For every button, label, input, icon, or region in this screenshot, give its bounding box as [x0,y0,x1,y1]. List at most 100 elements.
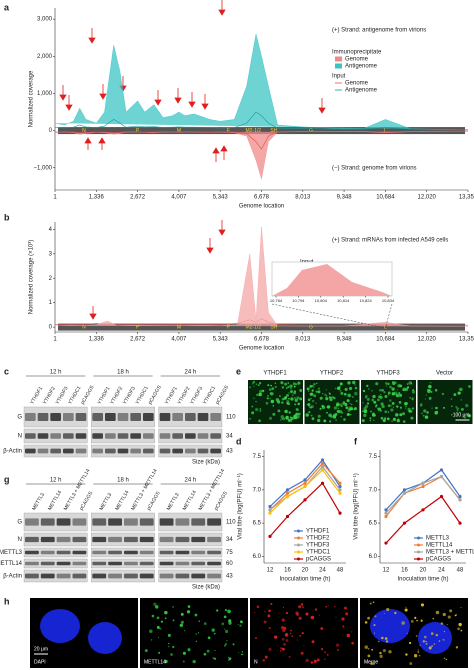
titre-point [439,494,444,499]
y-tick-label: 3,000 [37,17,53,23]
cell-signal [248,386,252,389]
x-tick-label: 8,013 [295,337,311,343]
cell-signal [349,402,351,405]
cell-signal [326,653,329,656]
blot-band [72,561,87,566]
blot-band [105,448,116,454]
cell-signal [369,417,372,420]
cell-signal [395,393,399,398]
y-tick-label: 7.5 [253,454,262,460]
lane-label: METTL14 [182,489,198,511]
cell-signal [252,380,256,384]
gene-label: SH [270,128,277,134]
lane-label: METTL14 [47,489,63,511]
lane-label: METTL3 [31,492,46,512]
cell-signal [287,382,290,384]
blot-band [25,413,36,421]
cell-signal [386,607,390,612]
cell-signal [228,657,232,660]
y-axis-label: Viral titre (log(PFU) ml⁻¹) [354,473,360,539]
cell-signal [315,402,317,404]
gene-label: L [384,324,387,330]
cell-signal [285,387,288,389]
blot-strip [23,512,88,532]
cell-signal [344,387,348,391]
cell-signal [381,404,385,409]
cell-signal [447,615,451,619]
blot-band [92,573,107,579]
cell-signal [411,407,414,410]
cell-signal [290,388,292,390]
cell-signal [342,401,346,404]
x-tick-label: 1,336 [89,195,105,201]
blot-band [63,413,74,421]
row-label: β-Actin [3,449,22,455]
cell-signal [456,409,459,412]
cell-signal [268,388,272,391]
cell-signal [367,647,370,650]
cell-signal [258,419,261,423]
cell-signal [330,396,333,399]
cell-signal [455,646,459,649]
cell-signal [434,388,438,392]
blot-band [75,448,87,454]
cell-signal [361,410,365,413]
x-tick-label: 13,355 [459,195,474,201]
cell-signal [279,649,282,652]
cell-signal [311,389,314,392]
cell-signal [286,400,290,403]
cell-signal [396,419,400,423]
cell-signal [397,384,401,388]
cell-signal [214,649,216,652]
titre-line [269,482,341,537]
blot-strip [23,428,88,444]
cell-signal [257,384,260,387]
cell-signal [228,619,232,623]
cell-signal [299,634,301,637]
row-label: METTL14 [0,561,23,567]
cell-signal [224,609,228,612]
row-label: G [17,520,22,526]
cell-signal [294,413,297,416]
titre-point [268,534,272,539]
y-tick-label: 1 [49,300,53,306]
cell-signal [405,653,408,656]
cell-signal [297,381,301,385]
cell-signal [319,396,323,400]
y-tick-label: 3 [49,251,53,257]
blot-band [56,573,71,579]
cell-signal [223,615,227,619]
legend-marker [417,543,420,547]
titre-point [458,494,462,499]
cell-signal [167,633,171,637]
blot-band [40,573,55,579]
gene-label: F [227,324,230,330]
cell-signal [310,405,314,409]
cell-signal [284,396,288,399]
cell-signal [333,605,336,608]
cell-signal [249,417,251,420]
titre-point [384,511,388,515]
cell-signal [298,616,302,620]
x-tick-label: 12 [383,568,390,574]
blot-band [92,536,107,543]
gene-label: M2-1/2 [245,128,261,134]
x-axis-label: Inoculation time (h) [279,577,330,583]
titre-point [421,484,425,489]
cell-signal [345,406,349,410]
cell-signal [354,386,358,390]
y-tick-label: −1,000 [33,165,52,171]
annotation: (+) Strand: mRNAs from infected A549 cel… [332,238,448,244]
titre-point [268,508,272,512]
cell-signal [363,413,367,418]
cell-signal [288,655,291,658]
cell-signal [327,604,329,606]
cell-signal [281,401,284,404]
blot-band [159,561,174,566]
coverage-area [54,131,469,179]
cell-signal [280,418,282,421]
cell-signal [241,651,244,653]
image-label: Merge [364,659,378,665]
cell-signal [333,406,338,410]
x-tick-label: 20 [420,568,427,574]
